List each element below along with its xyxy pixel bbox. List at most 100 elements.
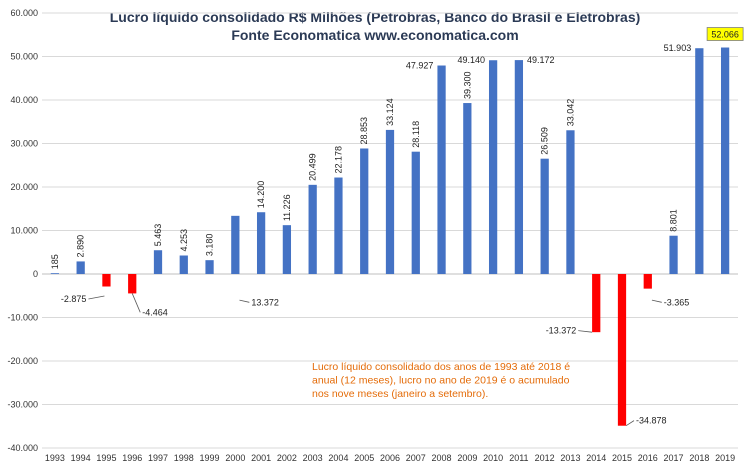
x-tick-label: 2012 [535, 453, 555, 463]
bar-2003 [308, 184, 317, 274]
bar-2012 [540, 158, 549, 274]
x-tick-label: 2013 [560, 453, 580, 463]
leader-line [651, 299, 662, 303]
x-tick-label: 2017 [664, 453, 684, 463]
y-tick-label: 30.000 [10, 139, 38, 149]
y-tick-label: 50.000 [10, 52, 38, 62]
x-tick-label: 2003 [303, 453, 323, 463]
data-label-highlight: 52.066 [711, 30, 739, 40]
bar-1995 [102, 274, 111, 287]
data-label: 49.172 [527, 55, 555, 65]
data-label: 26.509 [540, 127, 550, 155]
bar-2002 [282, 225, 292, 274]
data-label: 4.253 [179, 229, 189, 252]
data-label: 8.801 [669, 209, 679, 232]
annotation-line: nos nove meses (janeiro a setembro). [312, 388, 488, 400]
bar-2016 [643, 274, 652, 289]
x-tick-label: 2011 [509, 453, 528, 463]
bar-2009 [463, 103, 472, 274]
data-label: 33.042 [565, 99, 575, 127]
y-tick-label: 10.000 [10, 226, 38, 236]
x-tick-label: 1998 [174, 453, 194, 463]
bar-1998 [179, 255, 188, 274]
data-label: -34.878 [636, 416, 667, 426]
annotation-line: anual (12 meses), lucro no ano de 2019 é… [312, 375, 570, 387]
bar-2010 [488, 60, 498, 275]
y-tick-label: -30.000 [7, 400, 38, 410]
y-tick-label: 60.000 [10, 8, 38, 18]
data-label: 28.853 [359, 117, 369, 145]
x-tick-label: 2002 [277, 453, 297, 463]
data-label: -2.875 [61, 294, 87, 304]
bar-2015 [617, 274, 627, 426]
data-label: 33.124 [385, 98, 395, 126]
bar-2019 [720, 47, 730, 274]
data-label: 11.226 [282, 194, 292, 221]
data-label: 185 [50, 254, 60, 269]
data-label: 3.180 [205, 234, 215, 257]
x-tick-label: 2019 [715, 453, 735, 463]
y-tick-label: 20.000 [10, 182, 38, 192]
x-tick-label: 2004 [328, 453, 348, 463]
chart-subtitle: Fonte Economatica www.economatica.com [231, 27, 518, 43]
data-label: 49.140 [457, 55, 485, 65]
bar-1997 [153, 250, 163, 274]
bar-2018 [695, 48, 704, 274]
data-label: 2.890 [76, 235, 86, 258]
bar-1993 [50, 273, 60, 274]
leader-line [239, 299, 250, 303]
data-label: 39.300 [462, 72, 472, 100]
x-tick-label: 1999 [200, 453, 220, 463]
data-label: 5.463 [153, 224, 163, 247]
highlight-box [706, 27, 744, 41]
bar-2004 [334, 177, 343, 274]
bar-2005 [360, 148, 369, 274]
data-label: 28.118 [411, 121, 421, 148]
annotation-line: Lucro líquido consolidado dos anos de 19… [312, 361, 570, 373]
x-tick-label: 1993 [45, 453, 65, 463]
y-tick-label: -10.000 [7, 313, 38, 323]
x-tick-label: 2000 [225, 453, 245, 463]
bar-1994 [76, 261, 85, 274]
data-label: -4.464 [142, 307, 168, 317]
leader-line [578, 330, 593, 333]
bar-2001 [256, 212, 266, 274]
x-tick-label: 2001 [251, 453, 271, 463]
bar-2011 [514, 60, 524, 274]
y-tick-label: 0 [33, 269, 38, 279]
data-label: -3.365 [664, 297, 690, 307]
x-tick-label: 2014 [586, 453, 606, 463]
bar-1996 [128, 274, 137, 294]
bar-2013 [566, 130, 575, 274]
bar-2014 [592, 274, 601, 333]
y-tick-label: -40.000 [7, 443, 38, 453]
bar-2007 [411, 151, 420, 274]
data-label: 51.903 [664, 43, 692, 53]
x-tick-label: 1995 [96, 453, 116, 463]
data-label: -13.372 [546, 326, 577, 336]
chart-title: Lucro líquido consolidado R$ Milhões (Pe… [110, 9, 641, 25]
y-tick-label: -20.000 [7, 356, 38, 366]
bar-1999 [205, 260, 214, 274]
x-tick-label: 2016 [638, 453, 658, 463]
x-tick-label: 2018 [689, 453, 709, 463]
x-tick-label: 1997 [148, 453, 168, 463]
x-tick-label: 2006 [380, 453, 400, 463]
bars [50, 47, 730, 426]
data-label: 20.499 [308, 153, 318, 181]
bar-2000 [231, 215, 240, 274]
y-tick-label: 40.000 [10, 95, 38, 105]
x-tick-label: 2007 [406, 453, 426, 463]
axes: 60.000 50.000 40.000 30.000 20.000 10.000 0 -10… [7, 8, 735, 463]
x-tick-label: 2008 [432, 453, 452, 463]
leader-line [625, 420, 635, 427]
data-label: 47.927 [406, 61, 434, 71]
leader-line [88, 295, 105, 300]
x-tick-label: 1996 [122, 453, 142, 463]
data-labels: 185 2.890 -2.875 -4.464 5.463 4.253 3.180 13.37… [50, 27, 744, 427]
x-tick-label: 2010 [483, 453, 503, 463]
x-tick-label: 2009 [457, 453, 477, 463]
bar-2008 [437, 65, 446, 274]
